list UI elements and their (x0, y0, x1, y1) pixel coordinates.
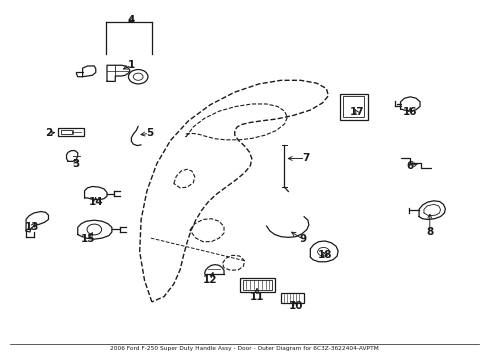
Bar (339, 94, 367, 120)
Text: 16: 16 (402, 107, 417, 117)
Text: 10: 10 (288, 301, 303, 311)
Bar (281, 293, 304, 303)
Text: 13: 13 (25, 222, 40, 231)
Bar (239, 278, 274, 292)
Bar (61, 130, 72, 134)
Text: 6: 6 (406, 161, 413, 171)
Bar (242, 280, 271, 290)
Text: 17: 17 (348, 107, 363, 117)
Text: 2: 2 (45, 129, 52, 138)
Text: 12: 12 (203, 275, 217, 285)
Text: 18: 18 (317, 250, 331, 260)
Text: 9: 9 (299, 234, 306, 244)
Text: 15: 15 (81, 234, 96, 244)
Text: 8: 8 (426, 227, 432, 237)
Text: 3: 3 (73, 159, 80, 169)
Bar (342, 96, 364, 117)
Text: 7: 7 (301, 153, 308, 163)
Text: 2006 Ford F-250 Super Duty Handle Assy - Door - Outer Diagram for 6C3Z-3622404-A: 2006 Ford F-250 Super Duty Handle Assy -… (110, 346, 378, 351)
Bar (58, 128, 83, 136)
Text: 11: 11 (249, 292, 264, 302)
Text: 4: 4 (127, 15, 135, 26)
Text: 14: 14 (88, 197, 103, 207)
Text: 5: 5 (145, 129, 153, 138)
Text: 1: 1 (127, 60, 135, 70)
